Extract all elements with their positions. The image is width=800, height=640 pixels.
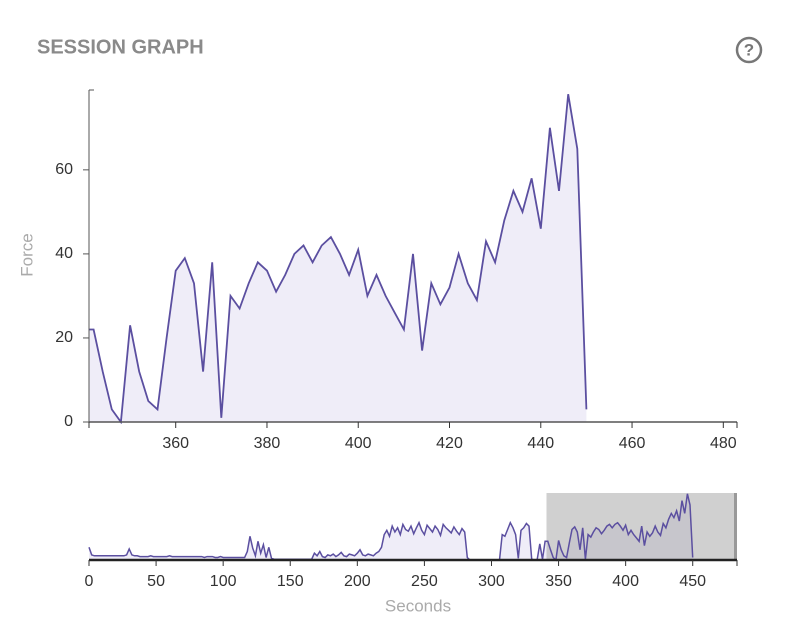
y-axis-label: Force <box>17 233 36 276</box>
brush-handle[interactable] <box>734 493 737 560</box>
x-tick-label: 250 <box>411 573 438 590</box>
x-tick-label: 480 <box>710 435 737 452</box>
x-tick-label: 150 <box>277 573 304 590</box>
y-tick-label: 40 <box>55 245 73 262</box>
y-tick-label: 20 <box>55 329 73 346</box>
x-tick-label: 420 <box>436 435 463 452</box>
x-tick-label: 460 <box>619 435 646 452</box>
help-button[interactable] <box>735 36 763 64</box>
x-tick-label: 0 <box>85 573 94 590</box>
y-tick-label: 0 <box>64 413 73 430</box>
x-tick-label: 50 <box>147 573 165 590</box>
x-tick-label: 200 <box>344 573 371 590</box>
x-tick-label: 360 <box>162 435 189 452</box>
area-fill <box>89 493 693 560</box>
force-line <box>88 493 694 562</box>
x-tick-label: 100 <box>210 573 237 590</box>
x-axis-label: Seconds <box>385 596 451 615</box>
force-line <box>89 94 588 424</box>
area-fill <box>89 94 587 422</box>
title: SESSION GRAPH <box>37 36 204 58</box>
x-tick-label: 380 <box>254 435 281 452</box>
x-tick-label: 400 <box>345 435 372 452</box>
y-tick-label: 60 <box>55 161 73 178</box>
x-tick-label: 300 <box>478 573 505 590</box>
x-tick-label: 440 <box>527 435 554 452</box>
help-icon[interactable]: ? <box>744 40 754 59</box>
x-tick-label: 350 <box>545 573 572 590</box>
x-tick-label: 400 <box>612 573 639 590</box>
x-tick-label: 450 <box>679 573 706 590</box>
